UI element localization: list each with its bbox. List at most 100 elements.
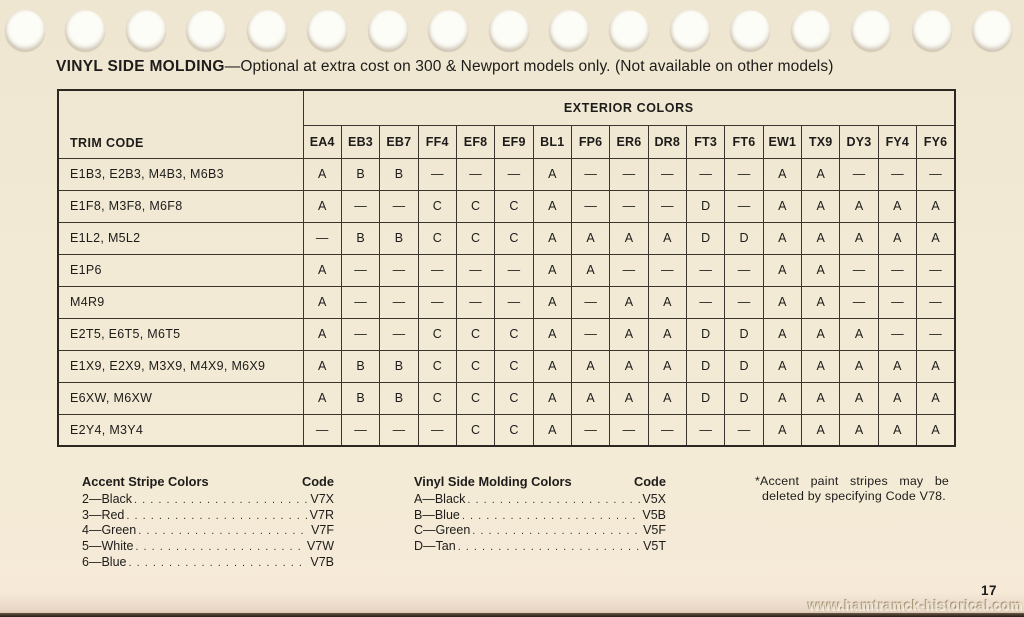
punch-hole [730, 10, 771, 51]
value-cell: A [532, 317, 572, 351]
punch-hole [125, 10, 166, 51]
value-cell: D [685, 349, 726, 383]
value-cell: — [724, 253, 764, 287]
value-cell: — [494, 285, 534, 319]
watermark: www.hamtramck-historical.com [807, 598, 1022, 613]
value-cell: B [379, 349, 419, 383]
legend-item: A—Black V5X [414, 492, 666, 508]
color-code-header: FP6 [570, 124, 611, 159]
color-code-header: DR8 [647, 124, 687, 159]
value-cell: A [647, 221, 687, 255]
color-code-header: EA4 [302, 124, 342, 159]
legend-item-code: V7X [310, 491, 334, 506]
legend-item: C—Green V5F [414, 523, 666, 539]
value-cell: C [455, 189, 496, 223]
value-cell: A [877, 349, 918, 383]
dotted-leader [128, 555, 308, 571]
legend-code-header: Code [634, 474, 666, 489]
value-cell: A [302, 157, 342, 191]
value-cell: — [685, 413, 726, 447]
value-cell: A [532, 221, 572, 255]
legend-item-name: B—Blue [414, 507, 460, 522]
value-cell: — [379, 189, 419, 223]
value-cell: — [417, 253, 457, 287]
value-cell: — [724, 189, 764, 223]
value-cell: D [724, 381, 764, 415]
value-cell: — [685, 285, 726, 319]
value-cell: A [302, 349, 342, 383]
legend-item-code: V5B [642, 507, 666, 522]
punch-hole [65, 10, 106, 51]
value-cell: — [340, 317, 381, 351]
color-code-header: DY3 [839, 124, 879, 159]
value-cell: B [340, 157, 381, 191]
legend-item: 4—Green V7F [82, 523, 334, 539]
table-row: E1B3, E2B3, M4B3, M6B3 A B B — — — A — — — — — A A — — — [57, 157, 956, 191]
punch-hole [488, 10, 529, 51]
color-code-header: FF4 [417, 124, 457, 159]
color-code-header: TX9 [800, 124, 841, 159]
value-cell: A [877, 381, 918, 415]
value-cell: — [724, 285, 764, 319]
table-row: E6XW, M6XW A B B C C C A A A A D D A A A A A [57, 381, 956, 415]
value-cell: — [494, 253, 534, 287]
value-cell: — [417, 413, 457, 447]
value-cell: A [609, 349, 649, 383]
legend-item-name: 6—Blue [82, 554, 127, 569]
value-cell: — [916, 317, 956, 351]
value-cell: A [302, 253, 342, 287]
dotted-leader [472, 523, 641, 539]
value-cell: A [762, 253, 802, 287]
table-row: E2Y4, M3Y4— — — — C C A — — — — — A A A A A [57, 413, 956, 447]
value-cell: C [494, 413, 534, 447]
table-row: E1P6 A — — — — — A A — — — — A A — — — [57, 253, 956, 287]
table-body: E1B3, E2B3, M4B3, M6B3 A B B — — — A — — — — — A A — — — E… [57, 157, 956, 447]
value-cell: — [455, 157, 496, 191]
value-cell: A [839, 317, 879, 351]
value-cell: A [916, 349, 956, 383]
value-cell: A [877, 189, 918, 223]
legend-item-name: 2—Black [82, 491, 133, 506]
table-row: E2T5, E6T5, M6T5 A — — C C C A — A A D D A A A — — [57, 317, 956, 351]
value-cell: A [916, 189, 956, 223]
value-cell: — [916, 253, 956, 287]
value-cell: B [340, 381, 381, 415]
value-cell: A [532, 253, 572, 287]
value-cell: — [455, 253, 496, 287]
legend-item: B—Blue V5B [414, 508, 666, 524]
value-cell: C [455, 349, 496, 383]
punch-hole [246, 10, 287, 51]
value-cell: — [379, 253, 419, 287]
value-cell: C [494, 221, 534, 255]
dotted-leader [135, 539, 305, 555]
page-title-heading: VINYL SIDE MOLDING [56, 58, 225, 75]
value-cell: D [724, 317, 764, 351]
value-cell: A [839, 189, 879, 223]
value-cell: C [417, 349, 457, 383]
legend-item-code: V7B [310, 554, 334, 569]
value-cell: D [685, 317, 726, 351]
color-code-header: EF9 [494, 124, 534, 159]
value-cell: A [877, 221, 918, 255]
trim-code-cell: M4R9 [57, 285, 304, 319]
value-cell: — [570, 413, 611, 447]
value-cell: A [800, 189, 841, 223]
value-cell: A [609, 381, 649, 415]
color-code-header: EB7 [379, 124, 419, 159]
header-row-group: TRIM CODE EXTERIOR COLORS [57, 89, 956, 159]
legend-item-code: V7R [309, 507, 334, 522]
value-cell: A [762, 349, 802, 383]
value-cell: C [455, 221, 496, 255]
trim-code-cell: E2T5, E6T5, M6T5 [57, 317, 304, 351]
color-code-header: EB3 [340, 124, 381, 159]
value-cell: A [800, 221, 841, 255]
page-title: VINYL SIDE MOLDING—Optional at extra cos… [56, 58, 833, 76]
value-cell: — [647, 157, 687, 191]
punch-hole [186, 10, 227, 51]
punch-hole [548, 10, 589, 51]
legend-item: D—Tan V5T [414, 539, 666, 555]
value-cell: A [916, 381, 956, 415]
value-cell: C [455, 413, 496, 447]
legend-item: 3—Red V7R [82, 508, 334, 524]
